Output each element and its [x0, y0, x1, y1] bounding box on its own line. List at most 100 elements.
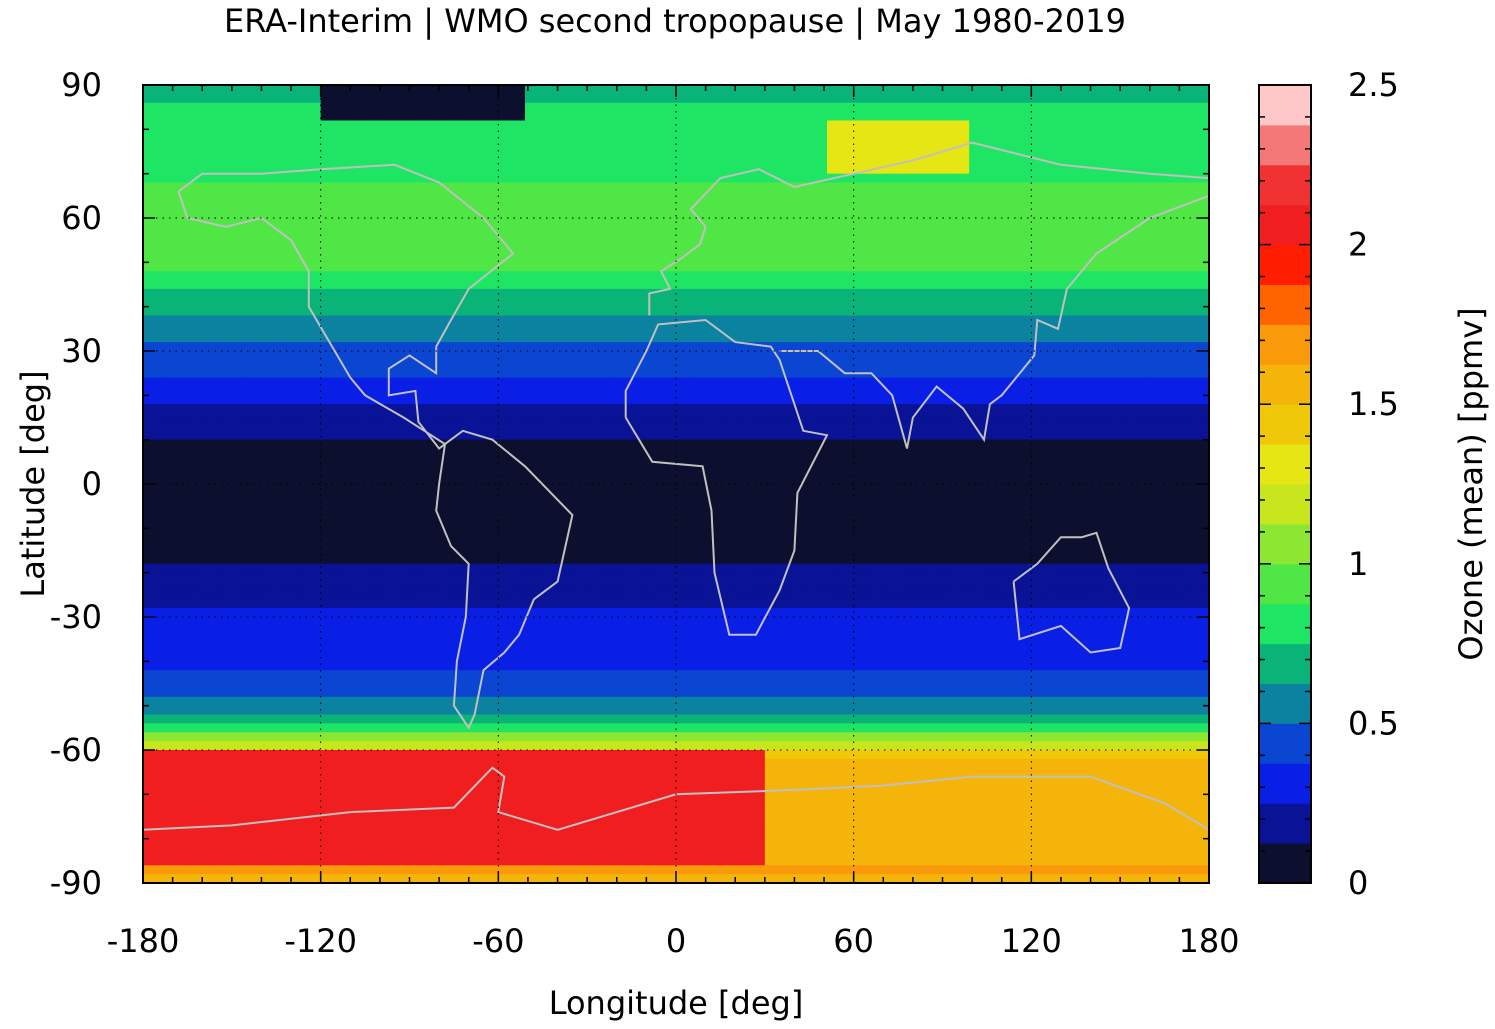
heatmap-cell	[933, 209, 944, 219]
heatmap-cell	[285, 413, 295, 423]
heatmap-cell	[818, 85, 828, 95]
heatmap-cell	[640, 111, 650, 122]
heatmap-cell	[951, 200, 961, 210]
heatmap-cell	[853, 430, 864, 441]
heatmap-cell	[613, 182, 624, 192]
heatmap-cell	[569, 111, 579, 122]
heatmap-cell	[640, 448, 650, 458]
heatmap-cell	[667, 191, 677, 201]
heatmap-cell	[400, 85, 411, 95]
heatmap-cell	[978, 191, 988, 201]
heatmap-cell	[347, 173, 357, 184]
heatmap-cell	[1182, 421, 1192, 432]
heatmap-cell	[400, 235, 411, 246]
heatmap-cell	[649, 244, 659, 255]
heatmap-cell	[178, 226, 189, 237]
heatmap-cell	[169, 421, 180, 432]
heatmap-cell	[302, 173, 313, 184]
heatmap-cell	[498, 129, 508, 139]
heatmap-cell	[205, 235, 215, 246]
heatmap-cell	[1129, 85, 1139, 95]
heatmap-cell	[693, 324, 704, 334]
heatmap-cell	[356, 147, 366, 157]
heatmap-cell	[747, 430, 757, 441]
heatmap-cell	[347, 404, 357, 414]
heatmap-cell	[906, 102, 917, 113]
heatmap-cell	[143, 315, 153, 325]
heatmap-cell	[986, 253, 997, 263]
heatmap-cell	[978, 262, 988, 272]
heatmap-cell	[711, 235, 722, 246]
heatmap-cell	[1093, 315, 1103, 325]
heatmap-cell	[373, 297, 384, 308]
heatmap-cell	[551, 368, 562, 379]
heatmap-cell	[1111, 120, 1121, 130]
heatmap-cell	[1040, 359, 1050, 370]
heatmap-cell	[1013, 155, 1024, 166]
heatmap-cell	[1191, 386, 1201, 396]
heatmap-cell	[205, 439, 215, 450]
heatmap-cell	[933, 333, 944, 343]
heatmap-cell	[604, 359, 615, 370]
heatmap-cell	[693, 155, 704, 166]
heatmap-cell	[382, 129, 393, 139]
heatmap-cell	[587, 102, 597, 113]
heatmap-cell	[844, 333, 855, 343]
heatmap-cell	[800, 102, 810, 113]
heatmap-cell	[498, 182, 508, 192]
heatmap-cell	[178, 164, 189, 175]
heatmap-cell	[827, 421, 837, 432]
heatmap-cell	[1102, 173, 1112, 184]
heatmap-cell	[871, 226, 881, 237]
heatmap-cell	[1129, 173, 1139, 184]
heatmap-cell	[1129, 359, 1139, 370]
heatmap-cell	[809, 120, 819, 130]
heatmap-cell	[578, 359, 588, 370]
heatmap-cell	[1137, 182, 1148, 192]
heatmap-cell	[1022, 129, 1032, 139]
heatmap-cell	[631, 262, 642, 272]
heatmap-cell	[160, 138, 171, 148]
heatmap-cell	[764, 421, 775, 432]
heatmap-cell	[436, 386, 446, 396]
heatmap-cell	[489, 324, 499, 334]
heatmap-cell	[445, 209, 455, 219]
heatmap-cell	[711, 280, 722, 290]
heatmap-cell	[649, 297, 659, 308]
heatmap-cell	[516, 191, 526, 201]
heatmap-cell	[827, 333, 837, 343]
heatmap-cell	[604, 262, 615, 272]
heatmap-cell	[356, 218, 366, 228]
heatmap-cell	[1004, 120, 1015, 130]
heatmap-cell	[1191, 111, 1201, 122]
heatmap-cell	[471, 342, 482, 352]
heatmap-cell	[818, 288, 828, 299]
heatmap-cell	[729, 421, 739, 432]
heatmap-cell	[294, 448, 304, 458]
heatmap-cell	[809, 271, 819, 281]
heatmap-cell	[1093, 271, 1103, 281]
heatmap-cell	[196, 182, 206, 192]
heatmap-cell	[1182, 404, 1192, 414]
heatmap-cell	[533, 262, 544, 272]
heatmap-cell	[311, 253, 322, 263]
heatmap-cell	[711, 297, 722, 308]
heatmap-cell	[143, 129, 153, 139]
heatmap-cell	[782, 253, 793, 263]
heatmap-cell	[667, 359, 677, 370]
heatmap-cell	[285, 138, 295, 148]
heatmap-cell	[1093, 253, 1103, 263]
heatmap-cell	[453, 386, 464, 396]
heatmap-cell	[1075, 386, 1086, 396]
heatmap-cell	[942, 421, 952, 432]
heatmap-cell	[969, 297, 979, 308]
heatmap-cell	[782, 333, 793, 343]
heatmap-cell	[853, 191, 864, 201]
heatmap-cell	[231, 173, 242, 184]
heatmap-cell	[143, 404, 153, 414]
heatmap-cell	[684, 120, 695, 130]
heatmap-cell	[365, 209, 375, 219]
heatmap-cell	[560, 306, 570, 317]
heatmap-cell	[649, 448, 659, 458]
heatmap-cell	[596, 315, 606, 325]
